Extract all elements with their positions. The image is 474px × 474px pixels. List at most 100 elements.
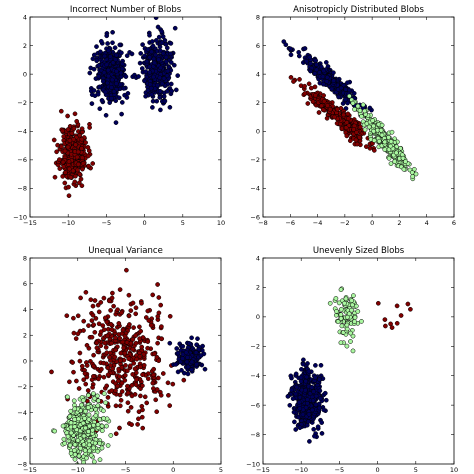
y-tick-label: 6 <box>256 42 260 50</box>
data-point-green <box>336 300 342 306</box>
data-point-green <box>344 343 350 349</box>
data-point-green <box>352 315 358 320</box>
data-point-red <box>155 375 161 381</box>
y-tick-label: −8 <box>250 431 260 439</box>
data-point-red <box>154 387 160 392</box>
data-point-red <box>139 414 145 420</box>
data-point-red <box>154 354 160 360</box>
data-point-red <box>133 340 139 346</box>
data-point-red <box>113 403 119 409</box>
data-point-red <box>105 365 111 371</box>
data-point-red <box>113 431 119 437</box>
x-tick-label: −5 <box>102 219 112 227</box>
data-point-red <box>140 372 145 378</box>
data-point-red <box>81 328 86 333</box>
data-point-blue <box>161 94 167 99</box>
data-point-blue <box>302 46 308 51</box>
data-point-blue <box>185 355 190 360</box>
data-point-blue <box>123 74 129 79</box>
data-point-blue <box>99 98 105 103</box>
data-point-red <box>130 337 136 342</box>
data-point-blue <box>308 68 313 74</box>
x-tick-label: −8 <box>258 219 268 227</box>
data-point-red <box>343 125 349 131</box>
data-point-red <box>138 393 143 399</box>
data-point-red <box>345 116 351 121</box>
data-point-blue <box>96 73 102 79</box>
data-point-blue <box>189 367 194 373</box>
data-point-red <box>74 154 80 160</box>
data-point-green <box>60 423 66 429</box>
data-point-blue <box>293 391 299 397</box>
data-point-blue <box>198 353 204 358</box>
y-tick-label: −2 <box>250 156 260 164</box>
data-point-blue <box>113 120 119 125</box>
axes-frame <box>29 16 222 218</box>
data-point-blue <box>305 400 310 406</box>
data-point-green <box>335 319 341 325</box>
data-point-red <box>113 347 119 353</box>
data-point-red <box>125 390 131 396</box>
data-point-blue <box>307 439 312 444</box>
data-point-green <box>93 413 99 419</box>
data-point-blue <box>317 377 322 383</box>
data-point-blue <box>318 64 324 70</box>
y-tick-label: 6 <box>23 280 27 288</box>
data-point-blue <box>111 89 117 94</box>
data-point-blue <box>151 74 156 80</box>
data-point-green <box>378 127 384 133</box>
data-point-red <box>70 360 75 365</box>
x-tick-label: −4 <box>313 219 323 227</box>
data-point-red <box>80 166 85 172</box>
data-point-blue <box>91 88 97 93</box>
data-point-red <box>102 315 108 321</box>
data-point-green <box>344 326 350 332</box>
data-point-blue <box>139 66 145 71</box>
data-point-blue <box>119 66 125 72</box>
data-point-red <box>117 287 123 292</box>
x-tick-label: −5 <box>121 466 131 474</box>
data-point-red <box>75 313 81 319</box>
y-tick-label: 0 <box>23 357 27 365</box>
data-point-green <box>393 150 399 156</box>
data-point-red <box>145 339 151 344</box>
data-point-red <box>153 397 159 403</box>
data-point-green <box>61 436 67 442</box>
data-point-blue <box>110 60 116 65</box>
data-point-red <box>327 107 333 112</box>
data-point-blue <box>343 87 349 92</box>
data-point-blue <box>185 371 191 377</box>
data-point-green <box>349 302 355 308</box>
data-point-red <box>319 103 324 109</box>
data-point-red <box>119 365 125 370</box>
y-tick-label: −8 <box>17 185 27 193</box>
data-point-blue <box>119 100 125 105</box>
data-point-red <box>141 351 147 357</box>
data-point-red <box>90 161 96 166</box>
data-point-blue <box>119 111 124 117</box>
data-point-green <box>82 416 88 421</box>
data-point-red <box>118 350 124 356</box>
data-point-green <box>349 298 355 303</box>
data-point-blue <box>110 29 115 35</box>
data-point-green <box>86 442 92 448</box>
data-point-red <box>111 303 116 309</box>
subplot-unequal-variance: Unequal Variance −15 −10 −5 0 5 −8 −6 −4 −2 0 2 4 6 8 <box>17 246 223 474</box>
data-point-blue <box>313 363 318 368</box>
x-tick-label: −10 <box>61 219 75 227</box>
data-point-blue <box>322 390 328 396</box>
data-point-blue <box>107 100 113 105</box>
data-point-blue <box>167 340 173 346</box>
data-point-blue <box>313 58 319 63</box>
data-point-red <box>357 124 363 130</box>
data-point-red <box>297 77 302 82</box>
x-tick-label: −5 <box>335 466 345 474</box>
data-point-blue <box>94 44 99 49</box>
data-point-red <box>101 360 107 366</box>
data-point-blue <box>97 84 102 90</box>
data-point-blue <box>168 41 174 46</box>
data-point-blue <box>153 52 158 58</box>
data-point-blue <box>118 70 124 76</box>
data-point-red <box>119 380 125 386</box>
data-point-red <box>137 324 142 330</box>
